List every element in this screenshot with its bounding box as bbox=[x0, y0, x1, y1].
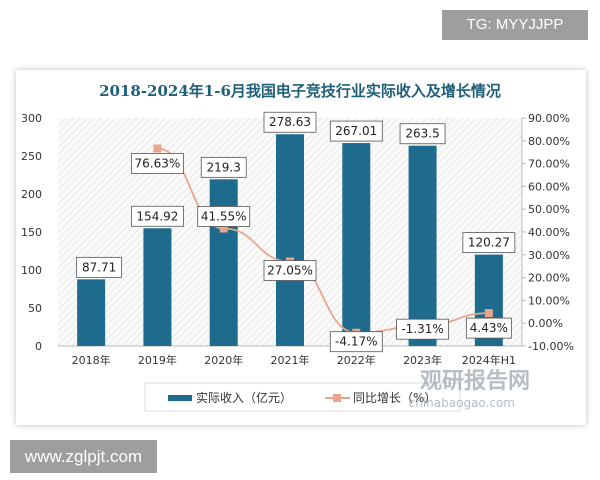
bar-value-label-box bbox=[462, 232, 516, 253]
y-left-tick-label: 250 bbox=[21, 150, 42, 163]
svg-text:观研报告网: 观研报告网 bbox=[420, 369, 530, 394]
y-right-tick-label: -10.00% bbox=[528, 340, 574, 353]
source-logo: 观研报告网 chinabaogao.com bbox=[409, 369, 530, 410]
growth-value-label-box bbox=[131, 153, 184, 174]
x-tick-label: 2023年 bbox=[403, 353, 442, 367]
bar bbox=[276, 134, 304, 346]
growth-value-label: -4.17% bbox=[335, 335, 377, 349]
y-right-tick-label: 90.00% bbox=[528, 112, 570, 125]
bar-value-label: 278.63 bbox=[269, 115, 311, 129]
x-tick-label: 2024年H1 bbox=[462, 353, 516, 367]
growth-value-label: 27.05% bbox=[267, 264, 313, 278]
y-left-tick-label: 0 bbox=[35, 340, 42, 353]
y-right-tick-label: 40.00% bbox=[528, 226, 570, 239]
legend-bar-swatch bbox=[168, 395, 192, 401]
y-right-tick-label: 50.00% bbox=[528, 203, 570, 216]
y-left-tick-label: 50 bbox=[28, 302, 42, 315]
watermark-bottom: www.zglpjt.com bbox=[10, 440, 157, 473]
bar-value-label: 120.27 bbox=[468, 236, 510, 250]
bar-value-label-box bbox=[76, 256, 123, 278]
growth-value-label-box bbox=[263, 260, 317, 281]
growth-marker bbox=[219, 224, 228, 233]
y-right-tick-label: 20.00% bbox=[528, 272, 570, 285]
growth-marker bbox=[484, 309, 493, 318]
y-left-tick-label: 100 bbox=[21, 264, 42, 277]
y-left-tick-label: 300 bbox=[21, 112, 42, 125]
growth-value-label: 4.43% bbox=[470, 321, 508, 335]
y-right-tick-label: 80.00% bbox=[528, 135, 570, 148]
x-tick-label: 2022年 bbox=[337, 353, 376, 367]
legend: 实际收入（亿元） 同比增长（%） bbox=[144, 382, 461, 412]
y-right-tick-label: 60.00% bbox=[528, 180, 570, 193]
growth-value-label-box bbox=[396, 318, 449, 340]
x-tick-label: 2020年 bbox=[204, 353, 243, 367]
growth-value-label: -1.31% bbox=[401, 322, 443, 336]
bar-value-label: 267.01 bbox=[335, 124, 377, 138]
growth-value-label-box bbox=[197, 206, 251, 227]
y-right-tick-label: 10.00% bbox=[528, 294, 570, 307]
growth-value-label-box bbox=[465, 317, 512, 339]
y-left-tick-label: 200 bbox=[21, 188, 42, 201]
bar-value-label: 219.3 bbox=[207, 160, 241, 174]
growth-value-label: 41.55% bbox=[201, 209, 247, 223]
watermark-top: TG: MYYJJPP bbox=[442, 10, 588, 40]
y-right-tick-label: 70.00% bbox=[528, 158, 570, 171]
bar-value-label: 263.5 bbox=[405, 127, 439, 141]
growth-value-label: 76.63% bbox=[135, 156, 181, 170]
bar-value-label-box bbox=[399, 123, 446, 145]
bar-value-label-box bbox=[263, 111, 317, 133]
bar bbox=[209, 179, 238, 346]
y-right-tick-label: 0.00% bbox=[528, 317, 563, 330]
y-right-tick-label: 30.00% bbox=[528, 249, 570, 262]
legend-line-label: 同比增长（%） bbox=[353, 391, 436, 405]
growth-value-label-box bbox=[329, 331, 383, 353]
x-tick-label: 2021年 bbox=[271, 353, 310, 367]
bar bbox=[408, 145, 437, 346]
legend-line-marker bbox=[333, 394, 341, 402]
chart-title: 2018-2024年1-6月我国电子竞技行业实际收入及增长情况 bbox=[99, 82, 501, 100]
bar-value-label: 87.71 bbox=[82, 260, 116, 274]
bar bbox=[143, 228, 172, 346]
bar-value-label-box bbox=[131, 205, 184, 227]
bar bbox=[77, 279, 106, 346]
growth-marker bbox=[153, 144, 162, 153]
bar-value-label: 154.92 bbox=[136, 209, 178, 223]
bar-value-label-box bbox=[200, 156, 247, 178]
bar-value-label-box bbox=[329, 120, 383, 142]
legend-bar-label: 实际收入（亿元） bbox=[196, 390, 292, 405]
x-tick-label: 2019年 bbox=[138, 353, 177, 367]
bar bbox=[342, 143, 371, 346]
x-tick-label: 2018年 bbox=[72, 353, 111, 367]
svg-text:chinabaogao.com: chinabaogao.com bbox=[409, 396, 515, 410]
y-left-tick-label: 150 bbox=[21, 226, 42, 239]
